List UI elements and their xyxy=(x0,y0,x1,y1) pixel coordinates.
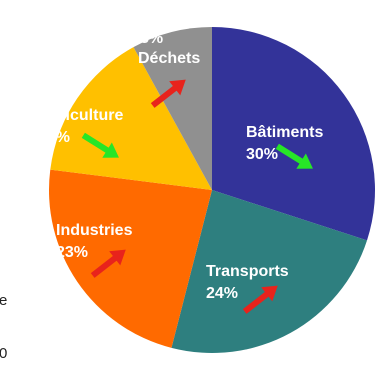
trend-arrow-2 xyxy=(90,249,126,278)
pie-slice-4 xyxy=(133,27,212,190)
slice-label-3: Agriculture 15% xyxy=(38,107,123,146)
pie-slice-2 xyxy=(48,169,213,348)
trend-arrow-0 xyxy=(275,143,313,169)
slice-label-4: 8% Déchets xyxy=(138,30,200,67)
pie-slice-3 xyxy=(50,47,212,190)
slice-label-2: Industries 23% xyxy=(56,222,133,261)
slice-label-0: Bâtiments 30% xyxy=(246,124,323,163)
edge-text-bottom: 0 xyxy=(0,345,7,362)
slice-label-1: Transports 24% xyxy=(206,263,289,302)
pie-slice-0 xyxy=(212,27,376,241)
trend-arrow-4 xyxy=(150,79,186,108)
pie-slice-1 xyxy=(171,190,368,353)
trend-arrow-1 xyxy=(242,285,278,314)
edge-text-top: e xyxy=(0,292,7,309)
trend-arrow-3 xyxy=(81,132,119,158)
